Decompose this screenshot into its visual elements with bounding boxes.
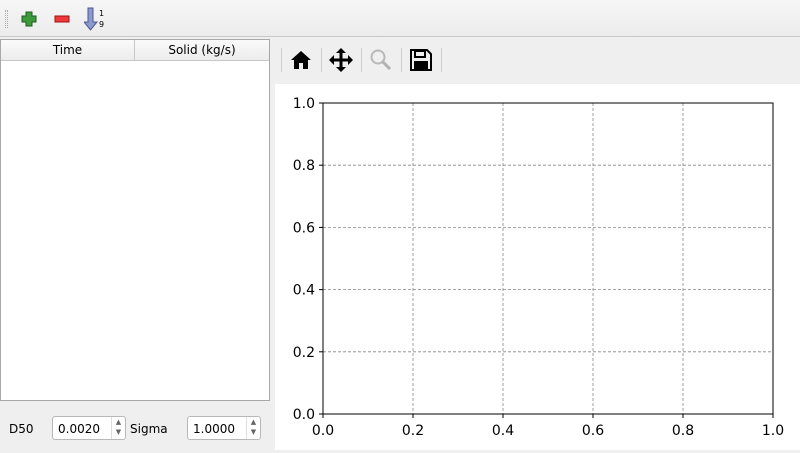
zoom-icon [370,49,392,71]
separator [321,48,322,72]
data-table[interactable]: Time Solid (kg/s) [0,39,270,401]
column-header-solid[interactable]: Solid (kg/s) [168,43,236,57]
sigma-stepper-arrows[interactable]: ▲ ▼ [246,417,260,439]
pan-icon [329,48,353,72]
x-tick-label: 0.2 [402,423,424,439]
table-header: Time Solid (kg/s) [1,40,269,61]
y-tick-label: 0.8 [293,158,315,174]
x-tick-label: 0.0 [312,423,334,439]
y-tick-label: 0.4 [293,283,315,299]
separator [441,48,442,72]
x-tick-label: 1.0 [762,423,784,439]
y-tick-label: 0.6 [293,220,315,236]
home-icon [291,51,311,69]
x-tick-label: 0.8 [672,423,694,439]
d50-stepper-arrows[interactable]: ▲ ▼ [111,417,125,439]
d50-value: 0.0020 [58,422,100,436]
home-button[interactable] [286,47,316,73]
y-tick-label: 0.2 [293,345,315,361]
column-header-time[interactable]: Time [1,40,135,60]
plot-navigation-toolbar [276,39,800,81]
sort-icon: 1 9 [84,7,104,31]
sort-button[interactable]: 1 9 [82,6,108,32]
separator [361,48,362,72]
x-tick-label: 0.4 [492,423,514,439]
sort-label-top: 1 [99,9,104,18]
d50-spinbox[interactable]: 0.0020 ▲ ▼ [52,416,126,440]
zoom-button[interactable] [366,47,396,73]
remove-row-button[interactable] [49,6,75,32]
pan-button[interactable] [326,47,356,73]
sort-label-bottom: 9 [99,20,104,29]
y-tick-label: 1.0 [293,96,315,112]
separator [281,48,282,72]
sigma-value: 1.0000 [193,422,235,436]
save-button[interactable] [406,47,436,73]
remove-icon [54,15,70,23]
x-tick-label: 0.6 [582,423,604,439]
add-icon [21,11,37,27]
axes-frame [322,102,774,415]
separator [401,48,402,72]
sigma-spinbox[interactable]: 1.0000 ▲ ▼ [187,416,261,440]
plot-canvas[interactable]: 0.0 0.2 0.4 0.6 0.8 1.0 0.0 0.2 0.4 0.6 0.8 1.0 [275,84,800,450]
chart: 0.0 0.2 0.4 0.6 0.8 1.0 0.0 0.2 0.4 0.6 0.8 1.0 [293,96,784,439]
y-tick-label: 0.0 [293,407,315,423]
main-toolbar: 1 9 [0,0,800,37]
toolbar-grip[interactable] [5,10,8,28]
parameters-panel: D50 0.0020 ▲ ▼ Sigma 1.0000 ▲ ▼ [0,410,275,450]
save-icon [410,49,432,71]
sigma-label: Sigma [130,422,168,436]
add-row-button[interactable] [16,6,42,32]
d50-label: D50 [9,422,34,436]
